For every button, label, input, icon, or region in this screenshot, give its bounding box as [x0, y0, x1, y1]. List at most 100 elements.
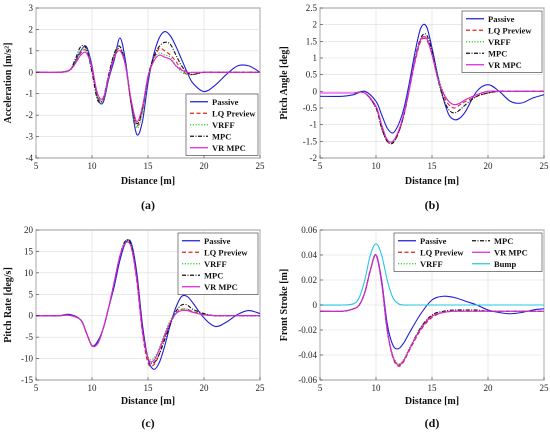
y-tick-label-b: 2.5	[306, 3, 318, 13]
x-tick-label-d: 15	[428, 383, 438, 393]
legend-label-mpc: MPC	[494, 236, 513, 246]
y-tick-label-d: 0.02	[301, 275, 317, 285]
caption-b: (b)	[425, 198, 440, 212]
y-axis-label-b: Pitch Angle [deg]	[279, 46, 290, 119]
y-tick-label-d: -0.02	[298, 325, 317, 335]
y-tick-label-c: 10	[24, 268, 34, 278]
series-line-vr-mpc	[36, 241, 260, 363]
legend-label-vr-mpc: VR MPC	[494, 247, 528, 257]
legend-label-mpc: MPC	[212, 131, 231, 141]
x-tick-label-d: 10	[372, 383, 382, 393]
y-tick-label-a: 0	[29, 67, 34, 77]
ticks-b: 5 10 15 20 25 -2 -1.5 -1 -0.5 0 0.5 1 1.5 2 2.5	[303, 3, 549, 171]
panel-a: 5 10 15 20 25 -4 -3 -2 -1 0 1 2 3 Distance [m] Accel…	[3, 3, 265, 212]
x-tick-label-a: 15	[144, 161, 154, 171]
legend-label-lq-preview: LQ Preview	[420, 247, 464, 257]
y-tick-label-b: 1.5	[306, 36, 318, 46]
legend-label-vrff: VRFF	[488, 37, 511, 47]
x-tick-label-c: 10	[88, 383, 98, 393]
legend-box-a	[185, 93, 259, 156]
y-tick-label-a: -2	[26, 110, 34, 120]
y-tick-label-b: 0.5	[306, 70, 318, 80]
y-tick-label-c: -10	[21, 354, 33, 364]
y-tick-label-b: -2	[310, 153, 318, 163]
caption-a: (a)	[141, 198, 155, 212]
x-tick-label-c: 25	[256, 383, 266, 393]
series-a	[36, 30, 260, 136]
y-tick-label-a: -1	[26, 89, 34, 99]
y-tick-label-d: -0.06	[298, 375, 317, 385]
x-tick-label-c: 15	[144, 383, 154, 393]
x-axis-label-c: Distance [m]	[121, 396, 175, 407]
y-tick-label-b: -1	[310, 120, 318, 130]
series-line-passive	[36, 30, 260, 136]
x-tick-label-d: 20	[484, 383, 494, 393]
legend-label-vr-mpc: VR MPC	[204, 282, 238, 292]
legend-label-mpc: MPC	[488, 48, 507, 58]
series-c	[36, 239, 260, 370]
y-tick-label-a: 1	[29, 46, 34, 56]
x-tick-label-a: 10	[88, 161, 98, 171]
caption-c: (c)	[141, 416, 154, 430]
legend-label-vr-mpc: VR MPC	[212, 143, 246, 153]
y-tick-label-c: 15	[24, 246, 34, 256]
legend-label-lq-preview: LQ Preview	[212, 108, 256, 118]
legend-label-mpc: MPC	[204, 270, 223, 280]
y-tick-label-b: 2	[313, 20, 318, 30]
panel-d: 5 10 15 20 25 -0.06 -0.04 -0.02 0 0.02 0.04 0.06 Di…	[279, 225, 549, 430]
legend-label-passive: Passive	[212, 97, 239, 107]
legend-label-lq-preview: LQ Preview	[204, 247, 248, 257]
x-tick-label-b: 10	[372, 161, 382, 171]
legend-label-vrff: VRFF	[212, 120, 235, 130]
series-d	[320, 243, 544, 367]
y-tick-label-b: -1.5	[303, 136, 318, 146]
x-axis-label-d: Distance [m]	[405, 396, 459, 407]
y-tick-label-b: -0.5	[303, 103, 318, 113]
y-axis-label-c: Pitch Rate [deg/s]	[3, 267, 14, 343]
legend-label-vr-mpc: VR MPC	[488, 60, 522, 70]
legend-label-lq-preview: LQ Preview	[488, 25, 532, 35]
x-axis-label-b: Distance [m]	[405, 176, 459, 187]
ticks-d: 5 10 15 20 25 -0.06 -0.04 -0.02 0 0.02 0.04 0.06	[298, 225, 549, 393]
legend-label-vrff: VRFF	[204, 259, 227, 269]
y-tick-label-c: 5	[29, 289, 34, 299]
y-tick-label-b: 1	[313, 53, 318, 63]
panel-c: 5 10 15 20 25 -15 -10 -5 0 5 10 15 20 Distance [m] P…	[3, 225, 265, 430]
y-tick-label-a: 2	[29, 24, 34, 34]
y-tick-label-d: -0.04	[298, 350, 317, 360]
legend-label-passive: Passive	[420, 236, 447, 246]
x-tick-label-d: 25	[540, 383, 550, 393]
y-tick-label-c: 20	[24, 225, 34, 235]
series-line-passive	[320, 23, 544, 134]
x-tick-label-b: 5	[318, 161, 323, 171]
grid-b	[319, 7, 545, 159]
series-b	[320, 23, 544, 145]
x-tick-label-a: 20	[200, 161, 210, 171]
x-tick-label-a: 5	[34, 161, 39, 171]
caption-d: (d)	[425, 416, 440, 430]
y-tick-label-b: 0	[313, 86, 318, 96]
series-line-vr-mpc	[320, 254, 544, 366]
panel-b: 5 10 15 20 25 -2 -1.5 -1 -0.5 0 0.5 1 1.5 2 2.5 Distan…	[279, 3, 549, 212]
x-tick-label-c: 5	[34, 383, 39, 393]
x-tick-label-b: 25	[540, 161, 550, 171]
ticks-a: 5 10 15 20 25 -4 -3 -2 -1 0 1 2 3	[26, 3, 266, 171]
x-axis-label-a: Distance [m]	[121, 176, 175, 187]
x-tick-label-b: 20	[484, 161, 494, 171]
ticks-c: 5 10 15 20 25 -15 -10 -5 0 5 10 15 20	[21, 225, 265, 393]
y-tick-label-a: -4	[26, 153, 34, 163]
series-line-vr-mpc	[320, 35, 544, 143]
y-tick-label-d: 0.04	[301, 250, 317, 260]
x-tick-label-b: 15	[428, 161, 438, 171]
legend-label-bump: Bump	[494, 259, 516, 269]
legend-label-vrff: VRFF	[420, 259, 443, 269]
y-axis-label-d: Front Stroke [m]	[279, 269, 290, 341]
legend-label-passive: Passive	[204, 236, 231, 246]
y-tick-label-a: 3	[29, 3, 34, 13]
y-axis-label-a: Acceleration [m/s²]	[3, 42, 14, 123]
y-tick-label-d: 0	[313, 300, 318, 310]
